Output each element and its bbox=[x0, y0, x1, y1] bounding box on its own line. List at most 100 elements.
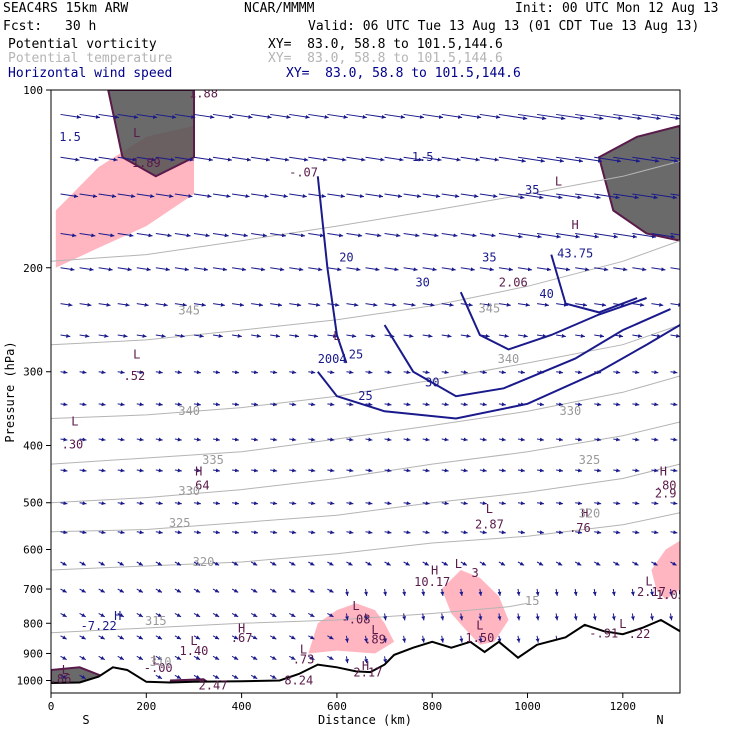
wind-vector bbox=[308, 468, 316, 473]
wind-vector bbox=[269, 655, 277, 661]
wind-vector bbox=[479, 193, 498, 199]
annotation-theta: 320 bbox=[579, 507, 601, 521]
wind-vector bbox=[632, 402, 640, 407]
wind-vector bbox=[403, 267, 418, 272]
wind-vector bbox=[193, 501, 201, 506]
wind-vector bbox=[403, 156, 423, 162]
wind-vector bbox=[155, 468, 163, 473]
wind-vector bbox=[212, 655, 220, 661]
wind-vector bbox=[60, 635, 67, 640]
wind-vector bbox=[460, 193, 479, 199]
wind-vector bbox=[346, 468, 354, 473]
wind-vector bbox=[630, 588, 635, 597]
wind-vector bbox=[212, 333, 223, 338]
wind-vector bbox=[441, 561, 449, 566]
wind-vector bbox=[136, 156, 156, 162]
wind-vector bbox=[174, 588, 182, 593]
wind-vector bbox=[592, 588, 597, 597]
wind-vector bbox=[308, 302, 321, 307]
wind-vector bbox=[403, 333, 414, 338]
wind-vector bbox=[174, 530, 182, 535]
wind-vector bbox=[670, 530, 678, 535]
wind-vector bbox=[498, 302, 511, 307]
x-tick-label: 0 bbox=[48, 700, 55, 713]
annotation-pv: L bbox=[133, 126, 140, 140]
wind-vector bbox=[136, 333, 147, 338]
wind-vector bbox=[670, 402, 678, 407]
wind-vector bbox=[193, 333, 204, 338]
wind-vector bbox=[594, 468, 602, 473]
legend-horizontal-wind-speed: Horizontal wind speed bbox=[8, 66, 173, 81]
annotation-wind: 30 bbox=[425, 376, 439, 390]
annotation-theta: 320 bbox=[193, 555, 215, 569]
wind-vector bbox=[517, 468, 525, 473]
wind-vector bbox=[289, 156, 309, 162]
wind-vector bbox=[422, 370, 430, 375]
annotation-pv: 2.47 bbox=[199, 678, 228, 692]
annotation-pv: .30 bbox=[62, 438, 84, 452]
wind-vector bbox=[479, 530, 487, 535]
annotation-pv: 2.17 bbox=[637, 585, 666, 599]
wind-vector bbox=[117, 655, 125, 661]
wind-vector bbox=[441, 267, 456, 272]
wind-vector bbox=[384, 370, 392, 375]
wind-vector bbox=[556, 402, 564, 407]
wind-vector bbox=[632, 193, 658, 200]
y-tick-label: 900 bbox=[23, 647, 43, 660]
wind-vector bbox=[60, 333, 71, 338]
wind-vector bbox=[460, 468, 468, 473]
wind-vector bbox=[308, 402, 316, 407]
wind-vector bbox=[403, 501, 411, 506]
annotation-pv: H bbox=[431, 564, 438, 578]
wind-vector bbox=[117, 561, 125, 566]
wind-vector bbox=[632, 333, 643, 338]
wind-vector bbox=[346, 561, 353, 566]
wind-vector bbox=[402, 613, 407, 621]
wind-vector bbox=[383, 588, 388, 597]
wind-vector bbox=[498, 437, 506, 442]
wind-vector bbox=[536, 233, 561, 239]
wind-vector bbox=[479, 561, 487, 566]
wind-vector bbox=[155, 370, 163, 375]
wind-vector bbox=[651, 193, 677, 200]
wind-vector bbox=[536, 437, 545, 442]
annotation-pv: 1.40 bbox=[180, 644, 209, 658]
wind-vector bbox=[193, 370, 201, 375]
wind-vector bbox=[649, 613, 654, 621]
legend-potential-temperature-xy: XY= 83.0, 58.8 to 101.5,144.6 bbox=[268, 51, 503, 66]
annotation-theta: 325 bbox=[579, 453, 601, 467]
wind-vector bbox=[575, 402, 583, 407]
wind-vector bbox=[651, 156, 679, 163]
wind-vector bbox=[479, 267, 494, 272]
wind-vector bbox=[136, 233, 153, 238]
wind-vector bbox=[441, 333, 452, 338]
theta-contour-345 bbox=[51, 240, 680, 346]
wind-vector bbox=[193, 156, 213, 162]
wind-vector bbox=[136, 302, 149, 307]
wind-vector bbox=[60, 402, 68, 407]
wind-vector bbox=[327, 501, 335, 506]
annotation-wind: H bbox=[114, 609, 121, 623]
wind-vector bbox=[79, 233, 96, 238]
wind-vector bbox=[79, 588, 86, 593]
wind-vector bbox=[611, 613, 616, 621]
wind-vector bbox=[79, 302, 92, 307]
wind-vector bbox=[270, 530, 278, 535]
wind-vector bbox=[174, 267, 189, 272]
wind-vector bbox=[60, 501, 68, 506]
wind-vector bbox=[193, 437, 201, 442]
wind-vector bbox=[308, 156, 328, 162]
wind-vector bbox=[117, 302, 130, 307]
wind-vector bbox=[575, 437, 583, 442]
annotation-pv: .67 bbox=[231, 631, 253, 645]
wind-vector bbox=[79, 267, 94, 272]
wind-vector bbox=[440, 588, 445, 597]
wind-vector bbox=[193, 530, 201, 535]
wind-vector bbox=[364, 588, 368, 597]
wind-vector bbox=[498, 370, 506, 375]
wind-vector bbox=[613, 113, 642, 121]
wind-vector bbox=[651, 370, 659, 375]
wind-vector bbox=[232, 156, 252, 162]
wind-vector bbox=[594, 233, 618, 239]
wind-vector bbox=[60, 156, 80, 162]
